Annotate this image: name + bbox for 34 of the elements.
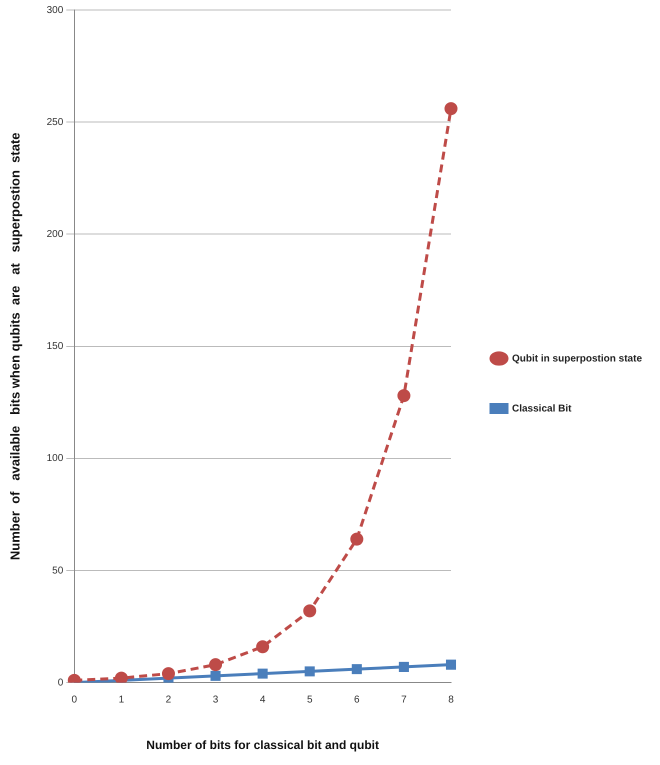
point — [162, 667, 175, 680]
point — [258, 668, 268, 679]
y-axis-title: Number of available bits when qubits are at superpostion state — [7, 132, 22, 560]
point — [350, 532, 364, 546]
x-tick-label: 7 — [401, 694, 408, 706]
point — [446, 660, 456, 670]
point — [114, 672, 128, 683]
legend-label: Classical Bit — [512, 403, 572, 414]
point — [397, 389, 410, 402]
point — [209, 658, 222, 672]
x-tick-label: 2 — [166, 694, 172, 706]
point — [304, 666, 315, 676]
point — [210, 670, 221, 681]
y-tick-label: 150 — [46, 341, 64, 352]
x-axis-title: Number of bits for classical bit and qubit — [146, 738, 379, 752]
point — [398, 662, 409, 672]
y-tick-label: 250 — [46, 116, 64, 128]
point — [303, 604, 316, 618]
x-tick-label: 8 — [448, 694, 454, 706]
point — [256, 640, 270, 654]
point — [352, 664, 362, 674]
x-tick-label: 1 — [118, 694, 125, 706]
point — [444, 102, 458, 116]
y-tick-label: 300 — [46, 4, 64, 16]
y-tick-label: 200 — [46, 228, 64, 240]
x-tick-label: 0 — [72, 694, 78, 706]
y-tick-label: 100 — [46, 453, 64, 464]
x-tick-label: 4 — [260, 694, 266, 706]
y-tick-label: 0 — [58, 677, 64, 688]
x-tick-label: 3 — [212, 694, 219, 706]
y-tick-label: 50 — [52, 565, 64, 576]
legend-label: Qubit in superpostion state — [512, 353, 642, 364]
x-tick-label: 6 — [354, 694, 360, 706]
x-tick-label: 5 — [306, 694, 313, 706]
